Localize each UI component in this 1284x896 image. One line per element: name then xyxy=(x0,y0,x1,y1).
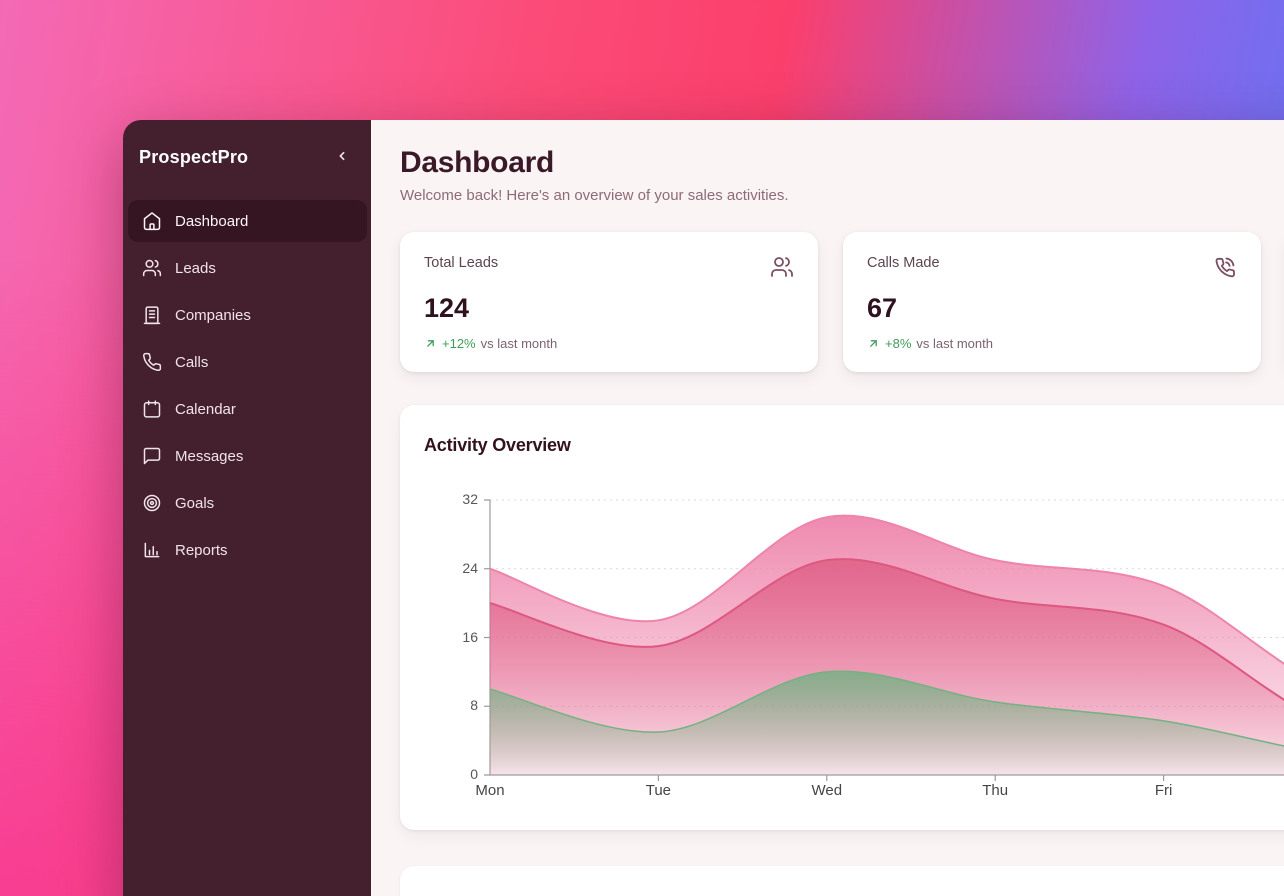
trend-percent: +8% xyxy=(885,336,912,351)
main-content: Dashboard Welcome back! Here's an overvi… xyxy=(371,120,1284,896)
arrow-up-right-icon xyxy=(867,337,880,350)
page-subtitle: Welcome back! Here's an overview of your… xyxy=(400,187,789,204)
x-axis-label: Fri xyxy=(1154,782,1173,799)
calendar-icon xyxy=(142,399,162,419)
next-panel-partial xyxy=(400,866,1284,896)
sidebar: ProspectPro Dashboard Leads xyxy=(123,120,371,896)
sidebar-item-messages[interactable]: Messages xyxy=(128,435,367,477)
trend-caption: vs last month xyxy=(916,336,993,351)
app-window: ProspectPro Dashboard Leads xyxy=(123,120,1284,896)
stat-label: Calls Made xyxy=(867,255,940,271)
sidebar-item-calendar[interactable]: Calendar xyxy=(128,388,367,430)
x-axis-label: Tue xyxy=(645,782,672,799)
bar-chart-icon xyxy=(142,540,162,560)
sidebar-item-label: Calls xyxy=(175,353,209,371)
y-axis-label: 0 xyxy=(470,766,478,782)
target-icon xyxy=(142,493,162,513)
sidebar-item-label: Reports xyxy=(175,541,228,559)
sidebar-item-calls[interactable]: Calls xyxy=(128,341,367,383)
sidebar-nav: Dashboard Leads Companies Calls xyxy=(123,188,371,579)
x-axis-label: Wed xyxy=(811,782,843,799)
stat-trend: +12% vs last month xyxy=(424,336,794,351)
sidebar-header: ProspectPro xyxy=(123,120,371,188)
sidebar-item-label: Calendar xyxy=(175,400,236,418)
chart-title: Activity Overview xyxy=(424,435,571,455)
trend-caption: vs last month xyxy=(480,336,558,351)
message-square-icon xyxy=(142,446,162,466)
sidebar-item-reports[interactable]: Reports xyxy=(128,529,367,571)
users-icon xyxy=(142,258,162,278)
sidebar-item-label: Dashboard xyxy=(175,212,249,230)
trend-percent: +12% xyxy=(442,336,476,351)
stat-card-calls-made: Calls Made 67 +8% vs last month xyxy=(843,232,1261,372)
home-icon xyxy=(142,211,162,231)
y-axis-label: 32 xyxy=(462,491,478,507)
phone-icon xyxy=(142,352,162,372)
activity-chart-plot: 0 8 16 24 32 Mon Tue Wed Thu Fri xyxy=(400,405,1284,830)
stat-card-total-leads: Total Leads 124 +12% vs last month xyxy=(400,232,818,372)
app-logo: ProspectPro xyxy=(139,146,249,167)
x-axis-label: Thu xyxy=(982,782,1009,799)
stat-trend: +8% vs last month xyxy=(867,336,1237,351)
sidebar-item-label: Leads xyxy=(175,259,216,277)
building-icon xyxy=(142,305,162,325)
activity-chart xyxy=(484,499,1284,781)
chevron-left-icon xyxy=(334,148,350,167)
y-axis-label: 8 xyxy=(470,697,478,714)
x-axis-label: Mon xyxy=(475,782,505,799)
page-title: Dashboard xyxy=(400,146,554,179)
stat-value: 67 xyxy=(867,293,898,323)
y-axis-label: 16 xyxy=(462,628,478,645)
y-axis-label: 24 xyxy=(462,559,478,576)
stats-row: Total Leads 124 +12% vs last month xyxy=(400,232,1284,372)
sidebar-item-dashboard[interactable]: Dashboard xyxy=(128,200,367,242)
stat-label: Total Leads xyxy=(424,255,499,271)
arrow-up-right-icon xyxy=(424,337,437,350)
sidebar-item-label: Companies xyxy=(175,306,251,324)
sidebar-item-goals[interactable]: Goals xyxy=(128,482,367,524)
sidebar-item-leads[interactable]: Leads xyxy=(128,247,367,289)
stat-value: 124 xyxy=(424,293,470,323)
sidebar-collapse-button[interactable] xyxy=(331,146,353,168)
sidebar-item-label: Goals xyxy=(175,494,215,512)
phone-call-icon xyxy=(1213,255,1237,284)
sidebar-item-label: Messages xyxy=(175,447,244,465)
users-icon xyxy=(770,255,794,284)
activity-overview-card: Activity Overview 0 8 16 24 32 Mon Tue Wed Thu Fr… xyxy=(400,405,1284,830)
sidebar-item-companies[interactable]: Companies xyxy=(128,294,367,336)
